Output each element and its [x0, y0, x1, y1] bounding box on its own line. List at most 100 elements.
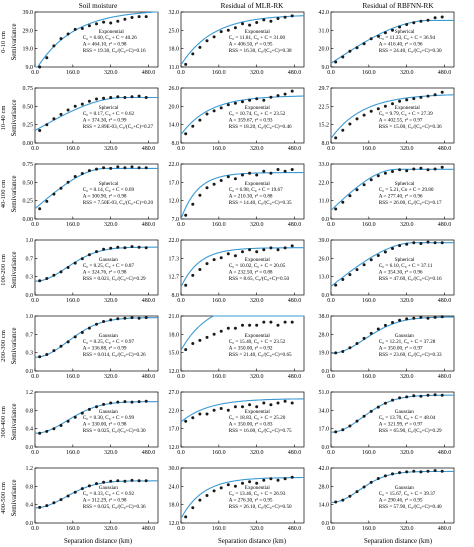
- semivariance-point: [45, 123, 49, 127]
- semivariance-point: [276, 323, 280, 327]
- semivariance-point: [184, 62, 188, 66]
- plot-frame: [180, 11, 305, 68]
- model-annotation-line: RSS = 16.30, C₀/(C₀+C)=0.38: [229, 47, 292, 54]
- semivariance-point: [348, 494, 352, 498]
- model-annotation-line: RSS = 65.90, C₀/(C₀+C)=0.29: [379, 427, 442, 434]
- model-annotation-line: Exponential: [99, 29, 125, 35]
- y-axis-label-1: Semivariance: [11, 24, 18, 61]
- semivariance-point: [398, 471, 402, 475]
- semivariance-point: [283, 92, 287, 96]
- panel-7-1: 0.0 0.4 0.8 1.2 0.0 160.0 320.0 480.0 GaussianC₀…: [26, 466, 159, 532]
- semivariance-point: [212, 489, 216, 493]
- x-tick-label: 480.0: [288, 450, 302, 456]
- semivariance-point: [137, 316, 141, 320]
- semivariance-point: [341, 278, 345, 281]
- semivariance-point: [269, 19, 273, 23]
- y-tick-label: 13.0: [319, 275, 330, 281]
- y-tick-label: 30.0: [169, 466, 180, 472]
- semivariance-point: [426, 168, 430, 172]
- y-tick-label: 0.50: [23, 104, 34, 110]
- semivariance-point: [45, 353, 49, 356]
- model-annotation-line: C₀ = 0.17, C₀ + C = 0.62: [83, 111, 135, 117]
- semivariance-point: [355, 268, 359, 272]
- semivariance-point: [355, 342, 359, 345]
- semivariance-point: [362, 336, 366, 340]
- semivariance-point: [198, 268, 202, 271]
- semivariance-point: [269, 477, 273, 481]
- y-tick-label: 0.25: [23, 199, 34, 205]
- semivariance-point: [283, 15, 287, 19]
- semivariance-point: [38, 279, 42, 283]
- semivariance-point: [52, 501, 56, 505]
- semivariance-point: [144, 15, 148, 19]
- x-tick-label: 0.0: [327, 146, 335, 152]
- y-tick-label: 1.2: [26, 466, 34, 472]
- semivariance-point: [276, 94, 280, 98]
- semivariance-point: [219, 106, 223, 110]
- x-tick-label: 320.0: [250, 298, 264, 304]
- x-tick-label: 480.0: [438, 450, 452, 456]
- semivariance-point: [198, 118, 202, 122]
- plot-frame: [180, 87, 305, 144]
- semivariance-point: [73, 27, 77, 31]
- semivariance-point: [419, 19, 423, 23]
- semivariance-point: [80, 102, 84, 106]
- semivariance-point: [341, 200, 345, 204]
- semivariance-point: [391, 398, 394, 402]
- semivariance-point: [355, 419, 359, 423]
- semivariance-point: [212, 258, 216, 262]
- row-label-200-300: 200-300 cm: [0, 329, 7, 362]
- semivariance-point: [87, 99, 91, 103]
- semivariance-point: [276, 248, 280, 252]
- semivariance-point: [269, 320, 273, 324]
- x-tick-label: 160.0: [212, 374, 226, 380]
- column-title-mlr-rk: Residual of MLR-RK: [221, 2, 284, 10]
- semivariance-point: [73, 261, 77, 265]
- semivariance-point: [80, 27, 84, 30]
- plot-frame: [34, 87, 159, 144]
- semivariance-point: [59, 498, 63, 502]
- semivariance-point: [262, 169, 266, 173]
- semivariance-point: [52, 349, 56, 353]
- x-tick-label: 160.0: [212, 70, 226, 76]
- x-tick-label: 320.0: [400, 298, 414, 304]
- semivariance-point: [419, 242, 423, 245]
- semivariance-point: [45, 277, 49, 280]
- semivariance-point: [95, 22, 98, 26]
- x-tick-label: 320.0: [250, 526, 264, 532]
- panel-3-2: 7.0 12.0 17.0 22.0 0.0 160.0 320.0 480.0 Exponen…: [169, 162, 305, 228]
- semivariance-point: [369, 409, 373, 413]
- model-annotation-line: C₀ = 13.70, C₀ + C = 48.04: [379, 415, 436, 421]
- semivariance-point: [66, 180, 70, 184]
- plot-frame: [330, 163, 455, 220]
- semivariance-point: [362, 42, 366, 46]
- row-label-400-500: 400-500 cm: [0, 481, 7, 514]
- semivariance-point: [233, 326, 237, 330]
- x-tick-label: 0.0: [327, 526, 335, 532]
- semivariance-point: [130, 316, 134, 320]
- semivariance-point: [184, 348, 188, 352]
- semivariance-point: [109, 479, 113, 483]
- semivariance-point: [376, 327, 380, 331]
- plot-frame: [34, 163, 159, 220]
- x-tick-label: 320.0: [400, 222, 414, 228]
- panel-5-3: 0.0 19.0 28.0 38.0 0.0 160.0 320.0 480.0 Gaussia…: [319, 314, 455, 380]
- model-annotation-line: C₀ = 9.79, C₀ + C = 27.39: [379, 111, 433, 117]
- y-tick-label: 0.7: [26, 256, 34, 262]
- panel-6-2: 12.0 17.0 22.0 27.0 0.0 160.0 320.0 480.0 Expone…: [169, 390, 305, 456]
- panel-2-2: 8.0 14.0 20.0 26.0 0.0 160.0 320.0 480.0 Exponen…: [169, 86, 305, 152]
- x-tick-label: 320.0: [104, 374, 118, 380]
- semivariance-point: [219, 329, 223, 333]
- semivariance-point: [87, 169, 91, 173]
- x-tick-label: 320.0: [400, 374, 414, 380]
- x-tick-label: 0.0: [177, 374, 185, 380]
- model-annotation-line: Exponential: [395, 105, 421, 111]
- panel-5-1: 0.0 0.3 0.7 1.0 0.0 160.0 320.0 480.0 GaussianC₀…: [26, 314, 159, 380]
- x-tick-label: 320.0: [250, 374, 264, 380]
- y-tick-label: 22.0: [319, 180, 330, 186]
- semivariance-point: [426, 18, 430, 22]
- x-tick-label: 160.0: [362, 374, 376, 380]
- semivariance-point: [405, 169, 409, 173]
- semivariance-point: [184, 283, 188, 287]
- semivariance-point: [440, 315, 444, 319]
